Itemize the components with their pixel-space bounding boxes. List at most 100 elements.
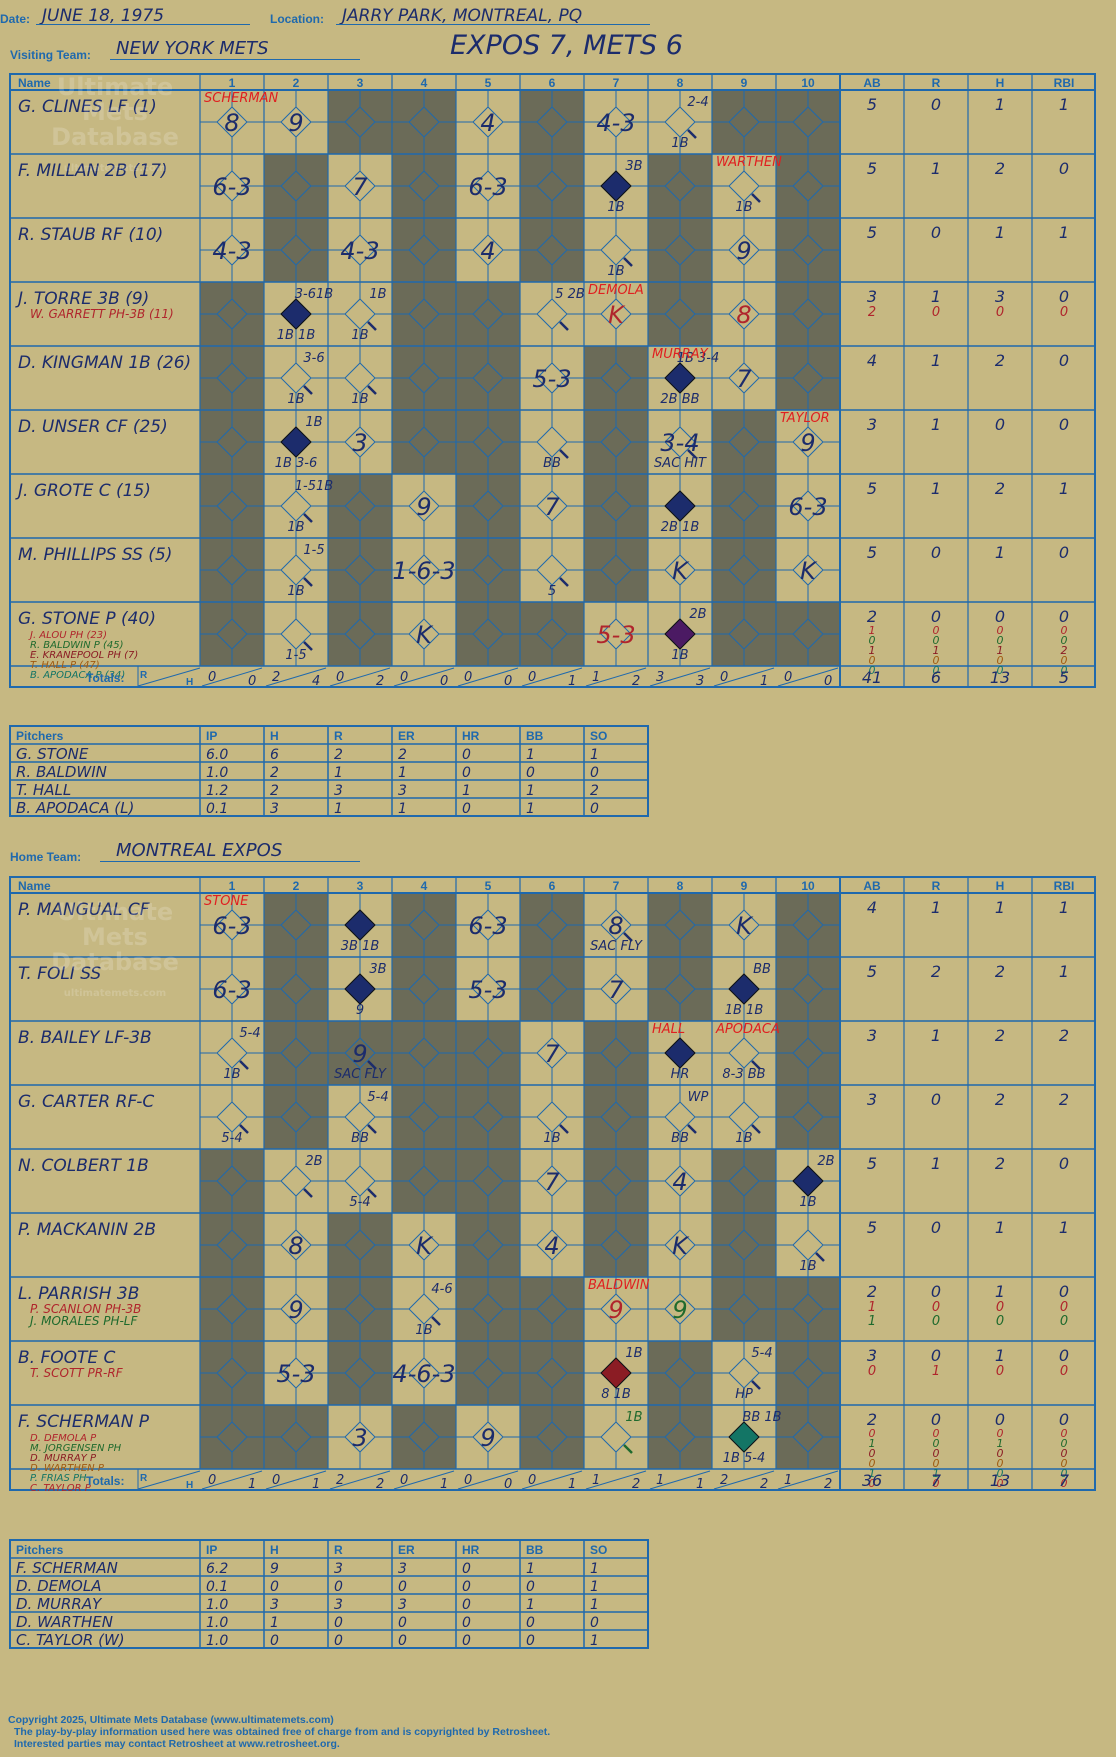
- pitching-stat: 0: [526, 1615, 535, 1631]
- play-result: 5-3: [276, 1360, 315, 1388]
- play-result: 9: [352, 1040, 367, 1068]
- pitching-col-header: SO: [590, 1543, 607, 1557]
- pitching-stat: 3: [334, 1561, 343, 1577]
- play-note: SAC FLY: [334, 1067, 387, 1082]
- stat-r: 1: [931, 159, 941, 178]
- stat-ab: 1: [869, 1467, 876, 1480]
- inning-hits: 2: [824, 1477, 832, 1492]
- run-scored-diamond: [664, 362, 696, 394]
- totals-divider: [329, 667, 391, 687]
- inning-header: 4: [421, 76, 428, 90]
- substitute-name: T. SCOTT PR-RF: [30, 1366, 124, 1380]
- pitching-col-header: IP: [206, 729, 217, 743]
- inning-runs: 0: [336, 670, 344, 685]
- player-name: L. PARRISH 3B: [18, 1284, 139, 1304]
- pitchers-header: Pitchers: [16, 729, 64, 743]
- play-result: 7: [352, 173, 368, 201]
- pitching-change: SCHERMAN: [204, 91, 278, 106]
- stat-ab: 3: [867, 415, 877, 434]
- basepath-mark: [559, 449, 569, 459]
- stat-ab: 0: [868, 1364, 876, 1379]
- run-scored-diamond: [728, 973, 760, 1005]
- play-result: 9: [608, 1296, 623, 1324]
- player-name: F. SCHERMAN P: [18, 1412, 150, 1432]
- pitching-stat: 0: [462, 801, 471, 817]
- stat-r: 1: [931, 898, 941, 917]
- basepath-mark: [367, 1060, 377, 1070]
- inning-hits: 1: [760, 674, 768, 689]
- pitching-col-header: R: [334, 1543, 343, 1557]
- stat-ab: 1: [869, 624, 876, 637]
- play-result: K: [608, 301, 626, 329]
- pitching-stat: 3: [270, 801, 279, 817]
- basepath-mark: [367, 385, 377, 395]
- stat-rbi: 0: [1061, 624, 1068, 637]
- inning-hits: 2: [376, 674, 384, 689]
- stat-ab: 1: [868, 1314, 876, 1329]
- play-result: 4: [672, 1168, 687, 1196]
- pitching-stat: 9: [270, 1561, 279, 1577]
- copyright-line: Copyright 2025, Ultimate Mets Database (…: [8, 1714, 334, 1726]
- stat-rbi: 0: [1061, 1467, 1068, 1480]
- pitching-stat: 1: [526, 1597, 535, 1613]
- rh-divider: [137, 1470, 201, 1490]
- pitching-stat: 6.0: [206, 747, 228, 763]
- stat-rbi: 0: [1059, 1346, 1069, 1365]
- player-name: R. STAUB RF (10): [18, 225, 163, 245]
- stat-h: 2: [995, 1154, 1005, 1173]
- totals-divider: [521, 1470, 583, 1490]
- basepath-mark: [303, 385, 313, 395]
- basepath-mark: [303, 641, 313, 651]
- inning-runs: 3: [656, 670, 664, 685]
- stat-r: 1: [932, 1364, 940, 1379]
- pitching-stat: 1: [526, 783, 535, 799]
- pitching-stat: 1: [590, 1633, 599, 1649]
- run-scored-diamond: [280, 426, 312, 458]
- name-header: Name: [18, 76, 51, 90]
- stat-h: 0: [997, 1427, 1004, 1440]
- pitching-change: BALDWIN: [588, 1278, 650, 1293]
- totals-divider: [201, 667, 263, 687]
- stat-h: 0: [997, 664, 1004, 677]
- basepath-mark: [623, 932, 633, 942]
- play-note: 3B: [369, 962, 386, 977]
- pitching-stat: 0: [526, 1633, 535, 1649]
- stat-rbi: 0: [1061, 634, 1068, 647]
- play-note: 1B: [799, 1259, 816, 1274]
- pitching-stat: 3: [398, 1597, 407, 1613]
- total-h: 13: [990, 1471, 1010, 1490]
- total-r: 7: [931, 1471, 942, 1490]
- h-header: H: [996, 76, 1005, 90]
- basepath-mark: [687, 449, 697, 459]
- play-result: K: [672, 1232, 690, 1260]
- pitching-stat: 0: [334, 1579, 343, 1595]
- pitching-stat: 6: [270, 747, 279, 763]
- play-note: 1B: [351, 328, 368, 343]
- substitute-name: W. GARRETT PH-3B (11): [30, 307, 174, 321]
- rbi-header: RBI: [1054, 76, 1075, 90]
- player-name: F. MILLAN 2B (17): [18, 161, 168, 181]
- play-note: 2B: [689, 607, 706, 622]
- substitute-name: C. TAYLOR P: [30, 1483, 92, 1494]
- pitchers-header: Pitchers: [16, 1543, 64, 1557]
- play-note: BB 1B: [742, 1410, 781, 1425]
- stat-ab: 0: [869, 1477, 876, 1490]
- stat-ab: 0: [869, 634, 876, 647]
- pitching-stat: 0.1: [206, 801, 228, 817]
- total-rbi: 5: [1059, 668, 1069, 687]
- stat-ab: 3: [867, 287, 877, 306]
- stat-ab: 5: [867, 962, 877, 981]
- totals-label: Totals:: [86, 1474, 124, 1488]
- play-note: SAC HIT: [654, 456, 707, 471]
- substitute-name: D. MURRAY P: [30, 1453, 97, 1464]
- play-result: 6-3: [468, 912, 507, 940]
- stat-rbi: 1: [1059, 95, 1069, 114]
- inning-header: 3: [357, 879, 364, 893]
- inning-hits: 1: [312, 1477, 320, 1492]
- play-result: 5-3: [468, 976, 507, 1004]
- total-r: 6: [931, 668, 941, 687]
- pitching-stat: 2: [334, 747, 343, 763]
- pitching-stat: 0: [462, 765, 471, 781]
- play-result: 1-6-3: [392, 557, 455, 585]
